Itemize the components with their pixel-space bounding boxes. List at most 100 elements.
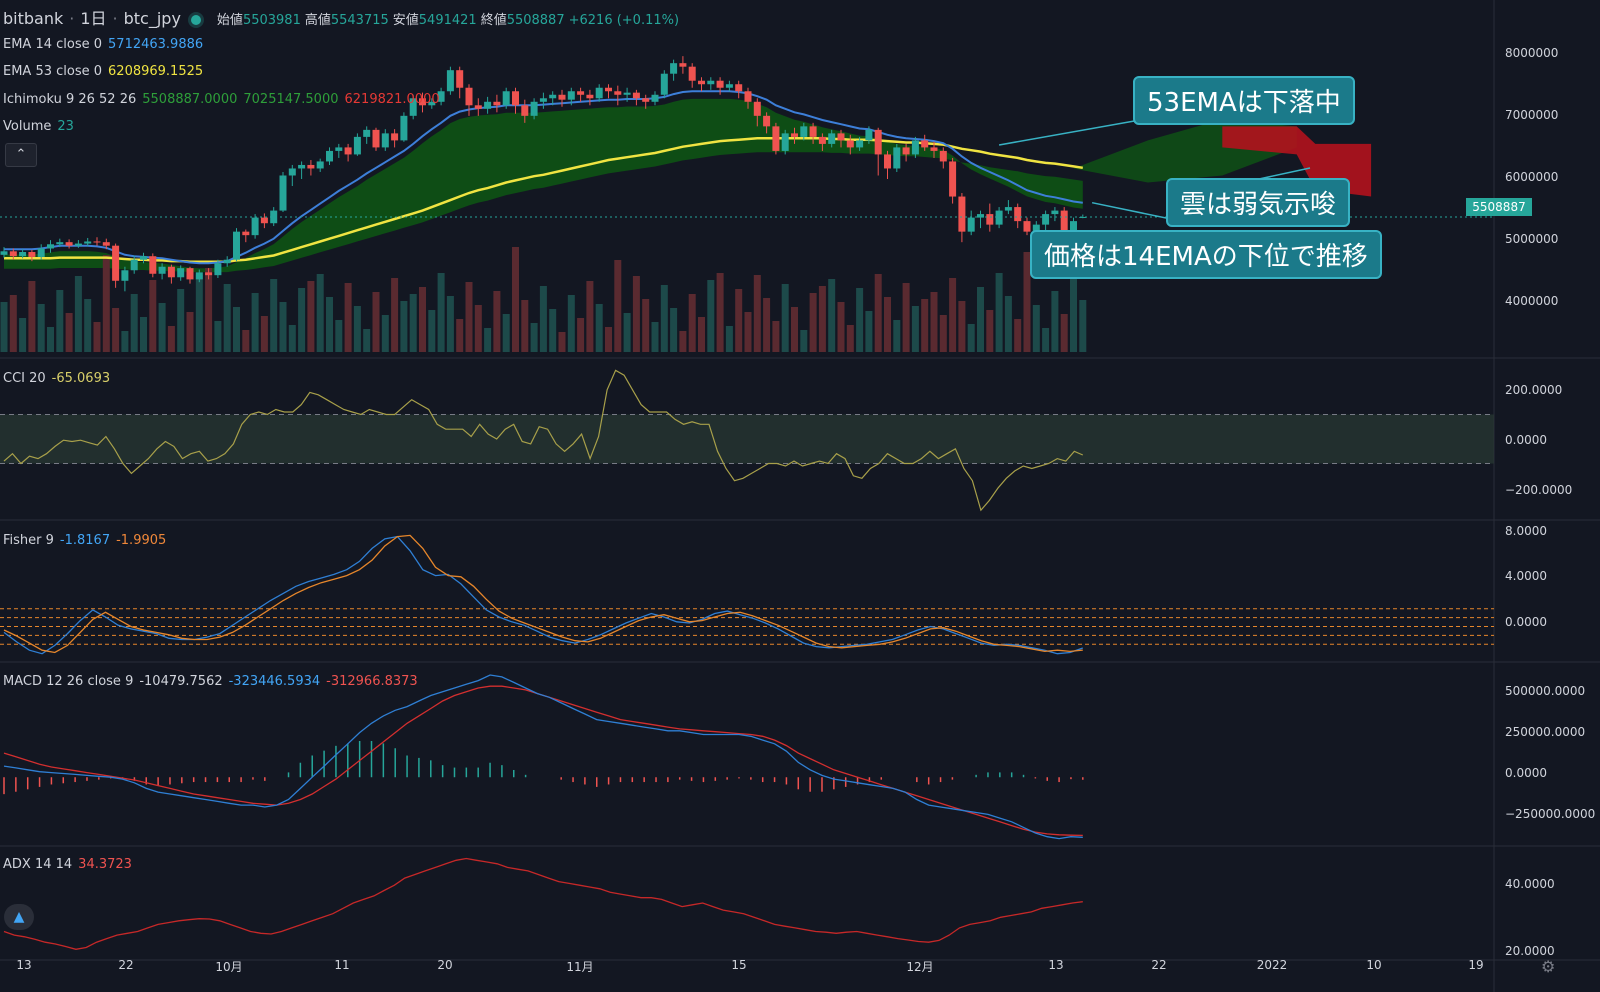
candle-body xyxy=(995,210,1003,225)
volume-bar xyxy=(446,296,454,352)
volume-bar xyxy=(121,331,129,352)
candle-body xyxy=(344,147,352,155)
volume-bar xyxy=(567,295,575,352)
legend-adx[interactable]: ADX 14 14 34.3723 xyxy=(3,857,132,872)
volume-bar xyxy=(400,301,408,352)
volume-bar xyxy=(828,279,836,352)
annotation-cloud-bearish[interactable]: 雲は弱気示唆 xyxy=(1166,178,1351,227)
candle-body xyxy=(298,164,306,169)
volume-bar xyxy=(102,255,110,352)
volume-bar xyxy=(549,309,557,352)
time-tick: 22 xyxy=(1151,958,1167,972)
candle-body xyxy=(986,214,994,225)
time-tick: 20 xyxy=(437,958,453,972)
exchange-name[interactable]: bitbank xyxy=(3,9,64,28)
volume-bar xyxy=(605,327,612,352)
candle-body xyxy=(205,272,213,276)
candle-body xyxy=(130,259,138,271)
annotation-price-below-ema14[interactable]: 価格は14EMAの下位で推移 xyxy=(1030,230,1382,279)
candle-body xyxy=(391,133,399,141)
gear-icon[interactable]: ⚙ xyxy=(1541,957,1556,976)
candle-body xyxy=(223,259,231,264)
volume-bar xyxy=(84,299,92,352)
candle-body xyxy=(316,161,324,169)
volume-bar xyxy=(381,315,389,352)
candle-body xyxy=(233,231,240,260)
legend-macd[interactable]: MACD 12 26 close 9 -10479.7562 -323446.593… xyxy=(3,674,418,689)
candle-body xyxy=(586,94,594,99)
candle-body xyxy=(149,256,157,274)
candle-body xyxy=(772,126,780,151)
volume-bar xyxy=(763,298,771,352)
candle-body xyxy=(28,252,36,257)
candle-body xyxy=(465,87,473,106)
candle-body xyxy=(167,266,175,278)
chevron-up-icon[interactable]: ⌃ xyxy=(5,143,37,167)
candle-body xyxy=(279,175,287,211)
volume-bar xyxy=(586,281,594,352)
volume-bar xyxy=(651,322,659,352)
volume-bar xyxy=(986,310,994,352)
candle-body xyxy=(270,210,278,224)
volume-bar xyxy=(577,318,585,352)
legend-volume[interactable]: Volume 23 xyxy=(3,119,74,134)
time-tick: 13 xyxy=(1048,958,1064,972)
legend-cci[interactable]: CCI 20 -65.0693 xyxy=(3,371,111,386)
macd-tick: 0.0000 xyxy=(1505,766,1547,780)
price-change: +6216 (+0.11%) xyxy=(568,13,680,28)
volume-bar xyxy=(939,315,947,352)
volume-bar xyxy=(921,299,929,352)
candle-body xyxy=(177,268,185,278)
interval-label[interactable]: 1日 xyxy=(80,9,107,28)
volume-bar xyxy=(419,287,426,352)
volume-bar xyxy=(353,306,361,352)
candle-body xyxy=(679,63,687,67)
volume-bar xyxy=(409,294,417,352)
candle-body xyxy=(763,115,771,127)
candle-body xyxy=(140,256,147,260)
candle-body xyxy=(818,136,826,144)
candle-body xyxy=(623,92,631,95)
volume-bar xyxy=(781,284,789,352)
candle-body xyxy=(1060,210,1068,236)
ohlc-values: 始値5503981 高値5543715 安値5491421 終値5508887 +621… xyxy=(216,13,680,28)
volume-bar xyxy=(428,310,436,352)
candle-body xyxy=(456,70,464,88)
candle-body xyxy=(921,140,929,148)
volume-bar xyxy=(465,282,473,352)
volume-bar xyxy=(9,295,17,352)
candle-body xyxy=(19,252,27,257)
volume-bar xyxy=(0,302,8,352)
volume-bar xyxy=(112,308,120,352)
candle-body xyxy=(939,150,947,162)
legend-ema53[interactable]: EMA 53 close 0 6208969.1525 xyxy=(3,64,204,79)
candle-body xyxy=(893,147,901,169)
volume-bar xyxy=(632,276,640,352)
candle-body xyxy=(911,140,919,155)
time-tick: 10月 xyxy=(215,960,243,974)
fisher-line xyxy=(3,535,1084,655)
candle-body xyxy=(577,91,585,95)
candle-body xyxy=(977,214,984,218)
volume-bar xyxy=(902,283,910,352)
volume-bar xyxy=(391,278,399,352)
candle-body xyxy=(260,217,268,224)
volume-bar xyxy=(958,301,966,352)
volume-bar xyxy=(260,316,268,352)
volume-bar xyxy=(558,332,566,352)
legend-ichimoku[interactable]: Ichimoku 9 26 52 26 5508887.0000 7025147.5… xyxy=(3,92,440,107)
candle-body xyxy=(791,133,798,137)
volume-bar xyxy=(846,325,854,352)
volume-bar xyxy=(539,286,547,352)
candle-body xyxy=(74,243,82,246)
candle-body xyxy=(716,80,724,88)
tradingview-logo-icon[interactable]: ▲ xyxy=(4,904,34,930)
volume-bar xyxy=(911,306,919,352)
candle-body xyxy=(735,84,743,92)
volume-bar xyxy=(818,286,826,352)
symbol-label[interactable]: btc_jpy xyxy=(123,9,181,28)
legend-ema14[interactable]: EMA 14 close 0 5712463.9886 xyxy=(3,37,204,52)
legend-fisher[interactable]: Fisher 9 -1.8167 -1.9905 xyxy=(3,533,167,548)
annotation-ema53-falling[interactable]: 53EMAは下落中 xyxy=(1133,76,1355,125)
